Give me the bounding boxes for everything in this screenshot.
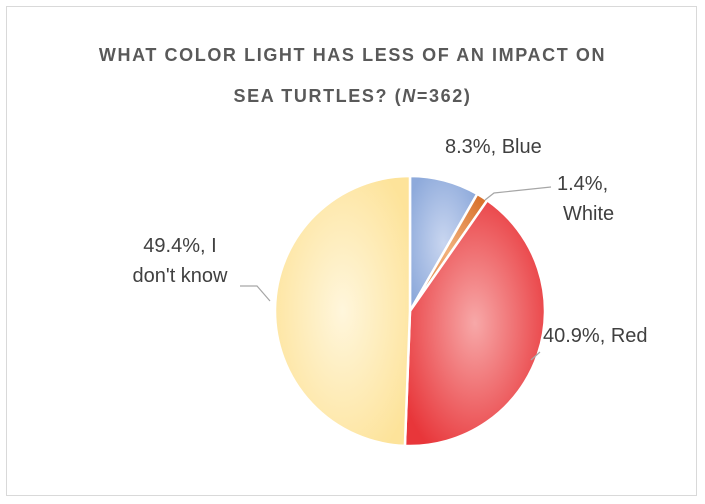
title-suffix: =362) [416,86,472,106]
leader-line-2 [530,351,541,361]
data-label-0: 8.3%, Blue [445,136,542,158]
data-label-2: 40.9%, Red [543,325,648,347]
pie-slice-i-don-t-know [273,174,412,448]
chart-title-line-2: SEA TURTLES? (N=362) [7,86,698,107]
title-prefix: SEA TURTLES? ( [233,86,403,106]
leader-line-3 [240,285,271,302]
data-label-1: 1.4%, White [557,173,614,225]
chart-title-line-1: WHAT COLOR LIGHT HAS LESS OF AN IMPACT O… [98,45,607,65]
leader-line-1 [484,186,552,201]
title-n: N [402,86,417,106]
